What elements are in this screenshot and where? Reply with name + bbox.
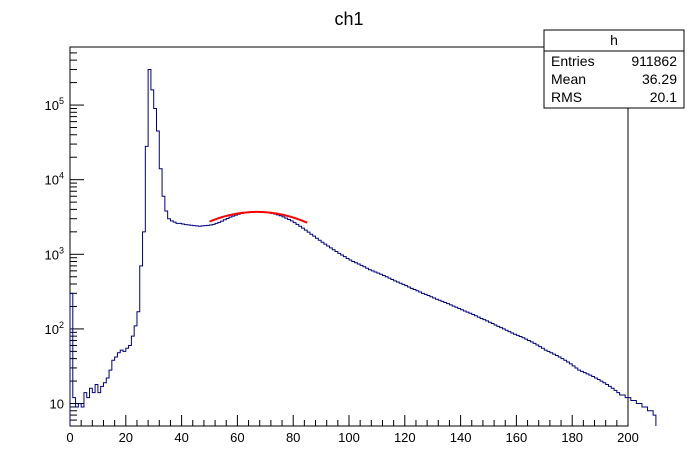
- y-tick-label: 10: [50, 397, 64, 412]
- y-axis: 10 102 103 104 105: [45, 46, 84, 427]
- histogram-line: [69, 68, 657, 426]
- x-tick-label: 180: [561, 430, 583, 445]
- stats-entries-label: Entries: [551, 53, 595, 69]
- y-tick-label: 105: [45, 96, 64, 113]
- x-tick-label: 100: [338, 430, 360, 445]
- x-tick-label: 40: [174, 430, 188, 445]
- stats-box-frame: [543, 29, 685, 109]
- x-tick-label: 60: [230, 430, 244, 445]
- stats-rms-value: 20.1: [650, 89, 677, 105]
- y-tick-label: 102: [45, 320, 64, 337]
- stats-rms-label: RMS: [551, 89, 582, 105]
- stats-mean-value: 36.29: [642, 71, 677, 87]
- x-tick-label: 140: [450, 430, 472, 445]
- stats-box: h Entries 911862 Mean 36.29 RMS 20.1: [543, 29, 685, 109]
- stats-entries-value: 911862: [631, 53, 677, 69]
- y-tick-label: 104: [45, 171, 64, 188]
- y-tick-label: 103: [45, 245, 64, 262]
- gaussian-fit-line: [209, 210, 308, 224]
- x-tick-label: 80: [286, 430, 300, 445]
- stats-mean-label: Mean: [551, 71, 586, 87]
- x-axis: 0 20 40 60 80 100 120 140 160 180 200: [66, 415, 639, 445]
- x-tick-label: 160: [506, 430, 528, 445]
- x-tick-label: 200: [617, 430, 639, 445]
- chart-title: ch1: [334, 9, 363, 29]
- x-tick-label: 0: [66, 430, 73, 445]
- x-tick-label: 120: [394, 430, 416, 445]
- stats-box-title: h: [610, 32, 618, 48]
- x-tick-label: 20: [119, 430, 133, 445]
